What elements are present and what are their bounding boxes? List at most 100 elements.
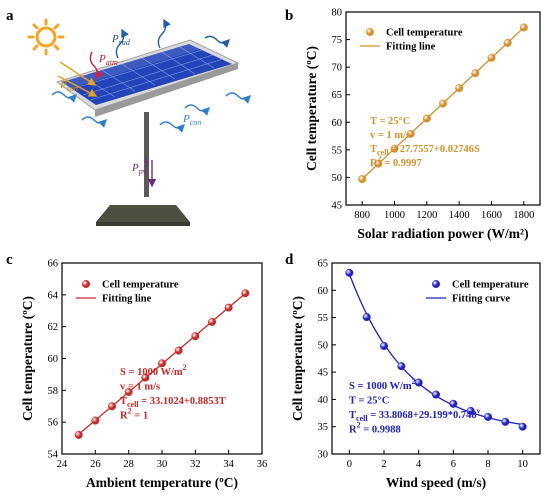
plot-frame: [345, 11, 541, 206]
x-tick-label: 32: [190, 459, 201, 470]
annotation-line: T = 25°C: [370, 116, 410, 127]
x-tick-label: 4: [416, 459, 422, 470]
y-tick-label: 40: [318, 395, 329, 406]
y-tick-label: 54: [48, 450, 59, 461]
data-point: [374, 159, 383, 168]
data-point: [432, 390, 441, 399]
arrow-con-left-2: [81, 116, 107, 128]
label-p-rad: Prad: [111, 33, 131, 47]
y-axis-label: Cell temperature (ºC): [304, 46, 319, 171]
y-tick-label: 50: [332, 173, 343, 184]
y-tick-label: 45: [318, 368, 329, 379]
data-point: [345, 268, 354, 277]
arrow-atm: [89, 51, 104, 80]
panel-letter-d: d: [285, 252, 294, 268]
x-tick-label: 28: [123, 459, 134, 470]
data-point: [191, 332, 200, 341]
arrow-con-right: [184, 104, 210, 116]
y-tick-label: 75: [332, 35, 343, 46]
label-p-pv: Ppv: [131, 162, 147, 176]
y-tick-label: 55: [332, 145, 343, 156]
annotation-line: T = 25°C: [349, 396, 389, 407]
plot-frame: [331, 262, 541, 455]
y-tick-label: 65: [332, 90, 343, 101]
y-tick-label: 55: [318, 313, 329, 324]
annotation-line: Tcell = 33.1024+0.8853T: [120, 396, 226, 409]
annotation-line: v = 1 m/s: [120, 382, 160, 393]
data-point: [422, 114, 431, 123]
chart-d: 0 2 4 6 8 10 30 35 40 45 50 55 60 65 Wind speed (m/s) C…: [290, 259, 541, 490]
y-tick-label: 58: [48, 386, 59, 397]
x-tick-label: 24: [57, 459, 68, 470]
x-tick-label: 30: [157, 459, 168, 470]
data-point: [449, 399, 458, 408]
x-tick-label: 0: [347, 459, 352, 470]
chart-b: 800 1000 1200 1400 1600 1800 45 50 55 60 65 70 75 80 S…: [304, 8, 541, 241]
data-point: [241, 289, 250, 298]
x-axis-label: Wind speed (m/s): [386, 475, 486, 490]
data-point: [518, 422, 527, 431]
data-point: [503, 38, 512, 47]
legend-label-points: Cell temperature: [452, 280, 529, 291]
y-tick-label: 60: [48, 354, 59, 365]
panel-letter-a: a: [6, 8, 14, 24]
data-point: [174, 346, 183, 355]
arrow-con-left: [51, 91, 77, 103]
data-point: [519, 23, 528, 32]
legend-label-fit: Fitting line: [386, 42, 436, 53]
y-axis-label: Cell temperature (ºC): [20, 296, 35, 421]
legend-marker-points: [81, 280, 90, 289]
arrow-rad: [115, 28, 129, 59]
x-tick-label: 6: [451, 459, 456, 470]
y-tick-label: 50: [318, 340, 329, 351]
solar-panel: [55, 39, 240, 117]
arrow-sun: [57, 75, 98, 97]
data-point: [484, 412, 493, 421]
data-point: [406, 129, 415, 138]
y-tick-label: 60: [332, 118, 343, 129]
arrow-sun-2: [59, 61, 97, 86]
data-point: [414, 378, 423, 387]
x-tick-label: 1000: [384, 210, 405, 221]
legend-label-points: Cell temperature: [386, 28, 463, 39]
data-point: [397, 362, 406, 371]
arrow-con-3: [159, 121, 185, 133]
y-axis-label: Cell temperature (ºC): [290, 296, 305, 421]
x-tick-label: 36: [257, 459, 268, 470]
annotation-line: R2 = 0.9997: [370, 154, 422, 169]
x-tick-label: 1200: [416, 210, 437, 221]
panel-stand: [96, 112, 190, 226]
data-point: [439, 99, 448, 108]
y-tick-label: 62: [48, 322, 59, 333]
y-tick-label: 80: [332, 8, 343, 19]
y-tick-label: 64: [48, 290, 59, 301]
plot-frame: [61, 262, 263, 455]
y-tick-label: 70: [332, 63, 343, 74]
x-tick-label: 1400: [449, 210, 470, 221]
legend-label-points: Cell temperature: [102, 280, 179, 291]
data-point: [466, 406, 475, 415]
x-tick-label: 8: [485, 459, 490, 470]
chart-c: 24 26 28 30 32 34 36 54 56 58 60 62 64 66 Ambient temp…: [20, 259, 267, 491]
label-p-sun: Psun: [59, 79, 78, 93]
y-tick-label: 45: [332, 201, 343, 212]
x-axis-label: Solar radiation power (W/m²): [357, 226, 528, 241]
data-point: [74, 430, 83, 439]
x-tick-label: 2: [381, 459, 386, 470]
x-axis-label: Ambient temperature (ºC): [86, 475, 238, 490]
panel-letter-c: c: [6, 252, 13, 268]
annotation-line: S = 1000 W/m2: [120, 363, 187, 378]
data-point: [157, 359, 166, 368]
x-tick-label: 800: [354, 210, 370, 221]
x-tick-label: 10: [517, 459, 528, 470]
annotation-line: Tcell = 33.8068+29.199*0.748v: [349, 406, 481, 423]
x-tick-label: 1600: [481, 210, 502, 221]
label-p-con: Pcon: [182, 113, 201, 127]
lightning-icon: [144, 156, 149, 168]
legend-marker-points: [432, 280, 441, 289]
y-tick-label: 60: [318, 286, 329, 297]
data-point: [455, 84, 464, 93]
panel-a-illustration: a: [6, 8, 251, 226]
arrow-con-right-2: [225, 92, 251, 104]
y-tick-label: 66: [48, 259, 59, 270]
